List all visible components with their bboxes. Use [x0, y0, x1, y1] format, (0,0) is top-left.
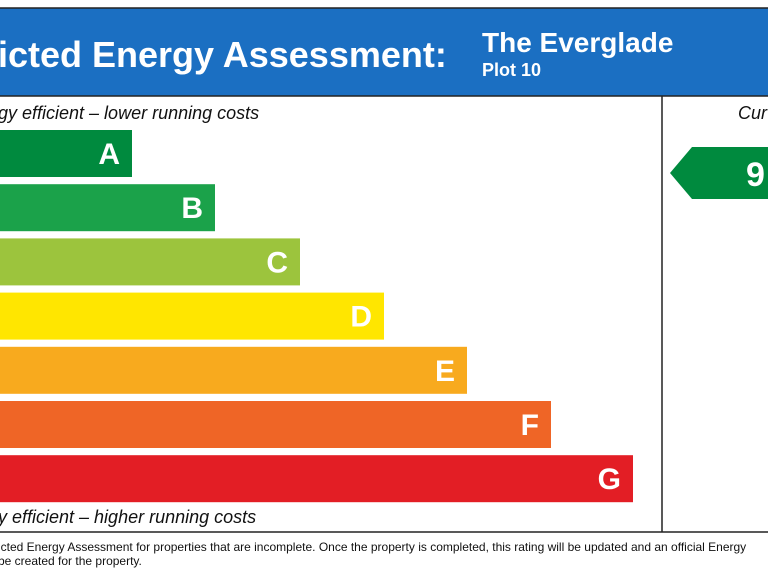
- band-bar: [0, 238, 300, 286]
- current-rating: 9: [746, 156, 765, 194]
- band-letter: B: [181, 192, 203, 225]
- band-bar: [0, 455, 633, 503]
- band-letter: F: [521, 409, 539, 442]
- bottom-note: y efficient – higher running costs: [0, 507, 256, 527]
- header-title: icted Energy Assessment:: [0, 34, 447, 75]
- footer-line: be created for the property.: [0, 554, 142, 568]
- top-note: gy efficient – lower running costs: [0, 103, 259, 123]
- band-letter: A: [98, 138, 120, 171]
- band-letter: G: [598, 463, 621, 496]
- band-letter: E: [435, 355, 455, 388]
- band-bar: [0, 130, 132, 177]
- band-bar: [0, 346, 467, 394]
- band-bar: [0, 292, 384, 340]
- band-bar: [0, 184, 215, 232]
- band-letter: D: [350, 301, 372, 334]
- header-band: [0, 8, 768, 96]
- plot-number: Plot 10: [482, 60, 541, 80]
- current-heading: Cur: [738, 103, 768, 123]
- band-bar: [0, 401, 551, 448]
- footer-line: icted Energy Assessment for properties t…: [0, 540, 746, 554]
- property-name: The Everglade: [482, 27, 673, 58]
- current-arrow: [670, 147, 768, 199]
- bands: A B C D E F G: [0, 130, 633, 503]
- band-letter: C: [266, 246, 288, 279]
